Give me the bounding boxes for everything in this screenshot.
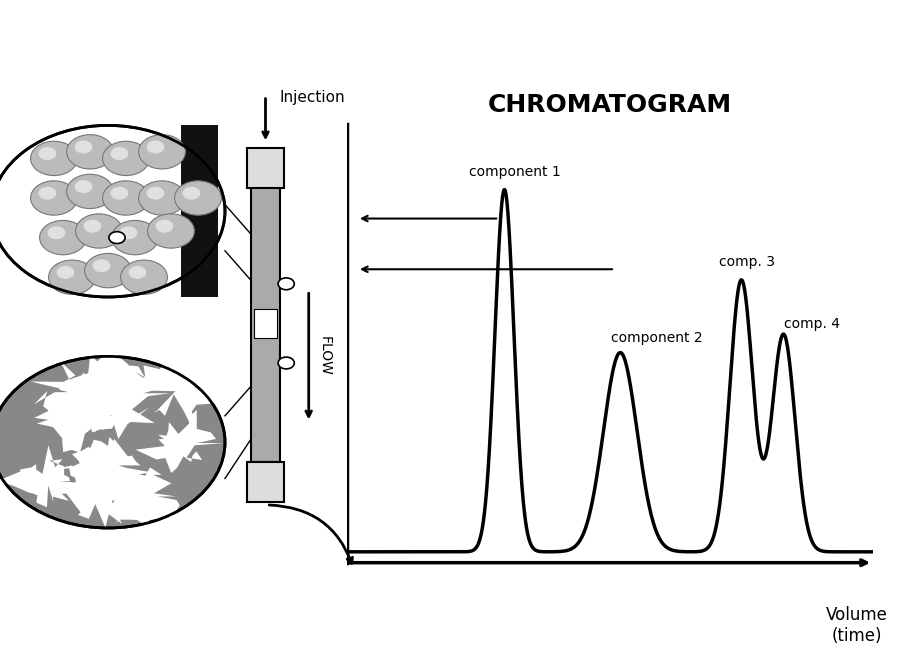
- Text: comp. 4: comp. 4: [785, 317, 841, 331]
- Text: Volume
(time): Volume (time): [826, 606, 888, 645]
- Text: component 1: component 1: [469, 165, 561, 179]
- Text: component 2: component 2: [611, 331, 703, 345]
- Text: CHROMATOGRAM: CHROMATOGRAM: [488, 93, 732, 117]
- Text: Injection: Injection: [280, 90, 346, 105]
- Text: FLOW: FLOW: [318, 337, 332, 376]
- Text: comp. 3: comp. 3: [718, 255, 775, 269]
